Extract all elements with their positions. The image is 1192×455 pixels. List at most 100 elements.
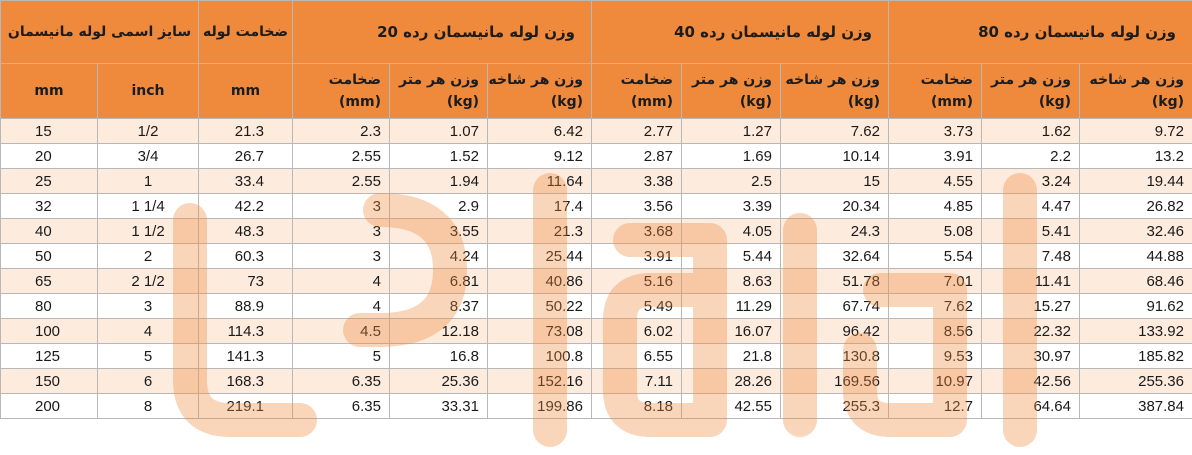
cell-size-inch: 1/2 [97,118,199,144]
cell-sch80-thickness: 4.85 [888,193,982,219]
cell-sch40-weight-per-meter: 16.07 [681,318,781,344]
cell-sch20-weight-per-meter: 6.81 [389,268,488,294]
table-row: 40 1 1/2 48.3 3 3.55 21.3 3.68 4.05 24.3 5.08 5.41… [0,218,1192,244]
cell-size-inch: 2 1/2 [97,268,199,294]
cell-sch20-weight-per-branch: 6.42 [487,118,592,144]
cell-sch20-weight-per-branch: 50.22 [487,293,592,319]
header-sch20: وزن لوله مانیسمان رده 20 [292,0,592,64]
cell-sch80-weight-per-branch: 68.46 [1079,268,1192,294]
cell-sch40-weight-per-branch: 10.14 [780,143,889,169]
cell-sch40-weight-per-meter: 1.27 [681,118,781,144]
cell-sch40-weight-per-branch: 67.74 [780,293,889,319]
cell-size-inch: 2 [97,243,199,269]
header-row-units: mm inch mm ضخامت (mm) وزن هر متر (kg) وزن … [0,63,1192,119]
cell-sch40-weight-per-branch: 24.3 [780,218,889,244]
cell-size-inch: 5 [97,343,199,369]
cell-wall-thickness-mm: 114.3 [198,318,293,344]
sch20-thickness-header: ضخامت (mm) [292,63,390,119]
table-row: 65 2 1/2 73 4 6.81 40.86 5.16 8.63 51.78 7.01 11.4… [0,268,1192,294]
cell-sch80-weight-per-branch: 133.92 [1079,318,1192,344]
cell-sch40-weight-per-branch: 255.3 [780,393,889,419]
cell-size-inch: 4 [97,318,199,344]
cell-size-mm: 15 [0,118,98,144]
cell-sch80-thickness: 3.73 [888,118,982,144]
cell-size-inch: 1 1/2 [97,218,199,244]
cell-sch40-weight-per-meter: 11.29 [681,293,781,319]
cell-sch20-thickness: 3 [292,218,390,244]
header-row-main: سایز اسمی لوله مانیسمان ضخامت لوله وزن ل… [0,0,1192,64]
cell-sch80-weight-per-meter: 30.97 [981,343,1080,369]
cell-sch20-weight-per-branch: 21.3 [487,218,592,244]
cell-sch20-weight-per-meter: 8.37 [389,293,488,319]
table-row: 80 3 88.9 4 8.37 50.22 5.49 11.29 67.74 7.62 15.27… [0,293,1192,319]
cell-sch20-weight-per-meter: 1.52 [389,143,488,169]
cell-size-mm: 32 [0,193,98,219]
cell-sch40-weight-per-branch: 32.64 [780,243,889,269]
cell-sch80-thickness: 7.01 [888,268,982,294]
cell-sch80-weight-per-meter: 2.2 [981,143,1080,169]
cell-sch40-weight-per-branch: 20.34 [780,193,889,219]
cell-wall-thickness-mm: 21.3 [198,118,293,144]
cell-sch80-thickness: 7.62 [888,293,982,319]
unit-inch: inch [97,63,199,119]
cell-sch20-weight-per-meter: 3.55 [389,218,488,244]
table-row: 25 1 33.4 2.55 1.94 11.64 3.38 2.5 15 4.55 3.24 19.… [0,168,1192,194]
cell-sch80-weight-per-branch: 26.82 [1079,193,1192,219]
sch80-weight-per-meter-header: وزن هر متر (kg) [981,63,1080,119]
cell-wall-thickness-mm: 48.3 [198,218,293,244]
cell-sch80-weight-per-branch: 387.84 [1079,393,1192,419]
cell-wall-thickness-mm: 42.2 [198,193,293,219]
cell-sch40-thickness: 5.16 [591,268,682,294]
cell-sch20-thickness: 2.55 [292,143,390,169]
cell-sch80-thickness: 9.53 [888,343,982,369]
cell-sch80-thickness: 8.56 [888,318,982,344]
cell-wall-thickness-mm: 219.1 [198,393,293,419]
cell-sch20-weight-per-meter: 4.24 [389,243,488,269]
sch40-thickness-header: ضخامت (mm) [591,63,682,119]
cell-sch40-weight-per-meter: 42.55 [681,393,781,419]
cell-sch80-weight-per-branch: 19.44 [1079,168,1192,194]
cell-sch40-weight-per-meter: 3.39 [681,193,781,219]
cell-sch80-weight-per-branch: 44.88 [1079,243,1192,269]
cell-size-mm: 25 [0,168,98,194]
cell-sch20-weight-per-branch: 11.64 [487,168,592,194]
table-row: 15 1/2 21.3 2.3 1.07 6.42 2.77 1.27 7.62 3.73 1.62… [0,118,1192,144]
cell-sch20-weight-per-meter: 16.8 [389,343,488,369]
cell-sch20-weight-per-branch: 152.16 [487,368,592,394]
cell-wall-thickness-mm: 73 [198,268,293,294]
cell-sch20-thickness: 2.55 [292,168,390,194]
cell-sch80-weight-per-meter: 3.24 [981,168,1080,194]
unit-mm-thickness: mm [198,63,293,119]
cell-sch40-weight-per-branch: 169.56 [780,368,889,394]
cell-sch80-weight-per-meter: 15.27 [981,293,1080,319]
table-row: 125 5 141.3 5 16.8 100.8 6.55 21.8 130.8 9.53 30.9… [0,343,1192,369]
cell-sch20-weight-per-meter: 25.36 [389,368,488,394]
header-nominal-size: سایز اسمی لوله مانیسمان [0,0,199,64]
cell-size-inch: 1 [97,168,199,194]
cell-sch80-weight-per-branch: 255.36 [1079,368,1192,394]
cell-size-inch: 3/4 [97,143,199,169]
table-row: 150 6 168.3 6.35 25.36 152.16 7.11 28.26 169.56 1… [0,368,1192,394]
cell-wall-thickness-mm: 141.3 [198,343,293,369]
cell-size-inch: 6 [97,368,199,394]
cell-wall-thickness-mm: 33.4 [198,168,293,194]
header-wall-thickness: ضخامت لوله [198,0,293,64]
table-row: 200 8 219.1 6.35 33.31 199.86 8.18 42.55 255.3 12… [0,393,1192,419]
cell-sch40-weight-per-meter: 5.44 [681,243,781,269]
cell-sch80-weight-per-branch: 13.2 [1079,143,1192,169]
sch40-weight-per-branch-header: وزن هر شاخه (kg) [780,63,889,119]
cell-sch20-weight-per-branch: 199.86 [487,393,592,419]
cell-sch40-weight-per-meter: 2.5 [681,168,781,194]
cell-size-inch: 1 1/4 [97,193,199,219]
sch80-thickness-header: ضخامت (mm) [888,63,982,119]
cell-sch40-thickness: 8.18 [591,393,682,419]
sch40-weight-per-meter-header: وزن هر متر (kg) [681,63,781,119]
cell-sch80-thickness: 10.97 [888,368,982,394]
cell-sch80-weight-per-branch: 185.82 [1079,343,1192,369]
cell-sch20-weight-per-branch: 9.12 [487,143,592,169]
cell-size-mm: 40 [0,218,98,244]
pipe-weight-table: سایز اسمی لوله مانیسمان ضخامت لوله وزن ل… [0,0,1192,419]
cell-sch80-weight-per-meter: 22.32 [981,318,1080,344]
cell-sch40-weight-per-branch: 51.78 [780,268,889,294]
cell-sch20-thickness: 2.3 [292,118,390,144]
